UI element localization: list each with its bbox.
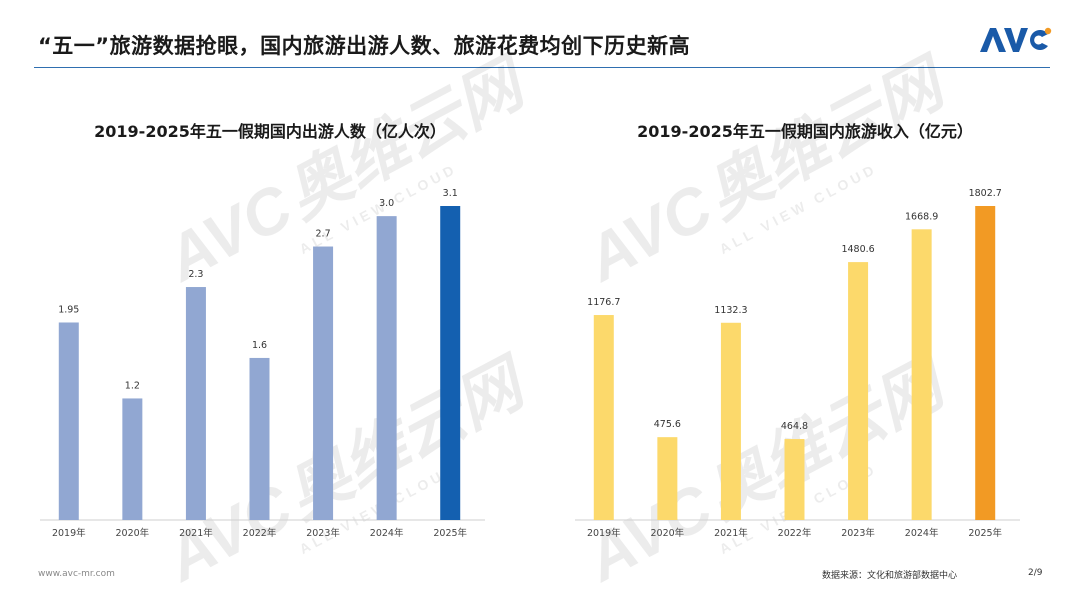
revenue-chart: 2019-2025年五一假期国内旅游收入（亿元） 1176.7 2019年 475.…: [575, 108, 1035, 548]
x-tick-label: 2024年: [370, 527, 404, 539]
data-label: 1.95: [58, 304, 79, 315]
data-label: 1668.9: [905, 211, 938, 222]
bar-2021年: [185, 287, 206, 520]
x-tick-label: 2025年: [433, 527, 467, 539]
x-tick-label: 2020年: [651, 527, 685, 539]
data-label: 1176.7: [587, 297, 620, 308]
bar-2019年: [58, 322, 79, 520]
data-label: 2.3: [188, 269, 203, 280]
x-tick-label: 2021年: [179, 527, 213, 539]
bar-2024年: [376, 216, 397, 520]
x-tick-label: 2019年: [52, 527, 86, 539]
avc-logo: [978, 24, 1054, 60]
data-label: 3.1: [443, 188, 458, 199]
chart-title: 2019-2025年五一假期国内旅游收入（亿元）: [637, 122, 973, 141]
revenue-chart-plot: 1176.7 2019年 475.6 2020年 1132.3 2021年 464.8 202…: [575, 188, 1020, 539]
x-tick-label: 2023年: [841, 527, 875, 539]
x-tick-label: 2020年: [116, 527, 150, 539]
data-label: 2.7: [316, 229, 331, 240]
page-title: “五一”旅游数据抢眼，国内旅游出游人数、旅游花费均创下历史新高: [38, 34, 691, 58]
data-label: 464.8: [781, 421, 808, 432]
x-tick-label: 2025年: [968, 527, 1002, 539]
x-tick-label: 2021年: [714, 527, 748, 539]
bar-2025年: [975, 206, 996, 520]
data-label: 3.0: [379, 198, 394, 209]
x-tick-label: 2023年: [306, 527, 340, 539]
bar-2022年: [249, 357, 270, 520]
x-tick-label: 2024年: [905, 527, 939, 539]
visitors-chart: 2019-2025年五一假期国内出游人数（亿人次） 1.95 2019年 1.2 20…: [40, 108, 500, 548]
x-tick-label: 2022年: [778, 527, 812, 539]
data-label: 1.6: [252, 340, 267, 351]
bar-2020年: [657, 437, 678, 520]
data-label: 1.2: [125, 380, 140, 391]
data-label: 1802.7: [969, 188, 1002, 199]
visitors-chart-plot: 1.95 2019年 1.2 2020年 2.3 2021年 1.6 2022年 2.7 2023…: [40, 188, 485, 539]
footer-website: www.avc-mr.com: [38, 569, 115, 579]
bar-2022年: [784, 439, 805, 520]
page-number: 2/9: [1028, 568, 1043, 578]
bar-2020年: [122, 398, 143, 520]
avc-logo-icon: [980, 27, 1052, 52]
data-label: 1132.3: [714, 305, 747, 316]
bar-2023年: [313, 246, 334, 521]
title-divider: [34, 67, 1050, 68]
data-label: 475.6: [654, 419, 681, 430]
bar-2024年: [911, 229, 932, 520]
bar-2021年: [720, 322, 741, 520]
data-label: 1480.6: [841, 244, 874, 255]
bar-2023年: [848, 262, 869, 520]
bar-2019年: [593, 315, 614, 520]
bar-2025年: [440, 206, 461, 520]
chart-title: 2019-2025年五一假期国内出游人数（亿人次）: [94, 122, 446, 141]
footer-source: 数据来源：文化和旅游部数据中心: [822, 571, 958, 581]
x-tick-label: 2022年: [243, 527, 277, 539]
x-tick-label: 2019年: [587, 527, 621, 539]
